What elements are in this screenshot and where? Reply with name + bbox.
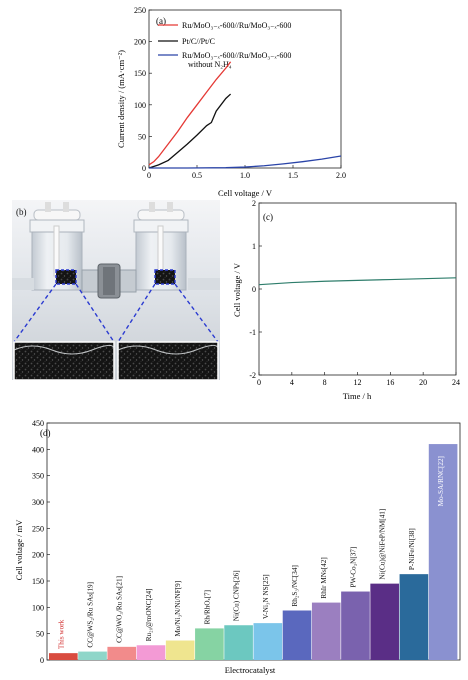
panel-d-bar (399, 574, 429, 660)
panel-c-frame (258, 202, 457, 376)
panel-a-ytick-label: 200 (134, 38, 146, 47)
panel-c-xtick-label: 8 (323, 378, 327, 387)
panel-d-bar (49, 653, 78, 660)
panel-d-bar-label: P-NiFe/Ni[38] (408, 528, 416, 570)
panel-c-xtick-label: 20 (419, 378, 427, 387)
panel-d-ytick-label: 150 (32, 577, 44, 586)
panel-d-bar-label: Rh/RhOₓ[7] (203, 590, 211, 624)
panel-d-bar (311, 602, 341, 660)
panel-d-bar (370, 583, 399, 660)
panel-a-ylabel: Current density / (mA·cm⁻²) (116, 50, 126, 148)
panel-d-bar (428, 444, 458, 660)
panel-a-legend-entry: Ru/MoO₃₋ₓ-600//Ru/MoO₃₋ₓ-600 without N₂H₄ (182, 51, 291, 69)
panel-d-bar-label: RhIr MNs[42] (320, 557, 328, 598)
panel-a-xtick-label: 2.0 (336, 171, 346, 180)
panel-a-label: (a) (156, 16, 166, 26)
panel-c-xtick-label: 12 (354, 378, 362, 387)
panel-d-ytick-label: 0 (40, 656, 44, 665)
panel-c-xtick-label: 16 (386, 378, 394, 387)
panel-d-bar-label: Mo/Ni₃N/Ni/NF[9] (174, 581, 182, 637)
panel-d-ytick-label: 50 (36, 630, 44, 639)
panel-d-ylabel: Cell voltage / mV (14, 519, 24, 581)
panel-a-ytick-label: 250 (134, 6, 146, 15)
panel-d-bar (78, 651, 107, 660)
panel-d-bar (107, 646, 137, 660)
panel-d-ytick-label: 450 (32, 419, 44, 428)
panel-d-bar-label: CC@WO₃/Ru SAs[21] (116, 576, 124, 643)
panel-c-label: (c) (263, 212, 273, 222)
panel-d-label: (d) (40, 428, 51, 438)
panel-c-xtick-label: 24 (452, 378, 460, 387)
panel-d-ytick-label: 100 (32, 603, 44, 612)
panel-d-chart: (d) Cell voltage / mV Electrocatalyst 0 5… (14, 419, 461, 675)
panel-d-bar-label: Rh₂S₃/NC[34] (291, 565, 299, 606)
panel-d-ytick-label: 250 (32, 524, 44, 533)
panel-c-ylabel: Cell voltage / V (232, 262, 242, 317)
panel-c-xtick-label: 0 (257, 378, 261, 387)
panel-a-series-line (148, 93, 232, 169)
panel-a-ytick-label: 0 (142, 164, 146, 173)
panel-d-bar (253, 623, 283, 660)
panel-d-bar-label: This work (57, 619, 65, 649)
panel-a-legend-entry: Ru/MoO₃₋ₓ-600//Ru/MoO₃₋ₓ-600 (182, 21, 291, 30)
panel-b-label: (b) (16, 207, 27, 217)
panel-d-bar (282, 610, 312, 660)
panel-b-photo: (b) (12, 200, 220, 380)
panel-a-xtick-label: 1.5 (288, 171, 298, 180)
panel-d-bar (195, 628, 224, 660)
panel-d-bar-label: Ni(Cu)@NiFeP/NM[41] (379, 509, 387, 580)
panel-a-series-line (149, 155, 342, 169)
panel-c-ytick-label: -2 (249, 371, 256, 380)
panel-a-xlabel: Cell voltage / V (218, 188, 273, 198)
panel-a-xtick-label: 1.0 (240, 171, 250, 180)
panel-d-bar-label: CC@WS₂/Ru SAs[19] (87, 582, 95, 648)
panel-a-legend: Ru/MoO₃₋ₓ-600//Ru/MoO₃₋ₓ-600 Pt/C//Pt/C Ru… (158, 21, 291, 69)
panel-d-ytick-label: 200 (32, 551, 44, 560)
panel-a-xtick-label: 0 (147, 171, 151, 180)
panel-a-legend-entry: Pt/C//Pt/C (182, 37, 215, 46)
panel-c-ytick-label: 2 (252, 199, 256, 208)
panel-d-bar-label: PW-Co₃N[37] (349, 547, 357, 588)
panel-a-frame (148, 9, 342, 169)
panel-d-bar-label: Ni(Cu) CNPs[26] (233, 570, 241, 621)
panel-d-bar (224, 625, 253, 660)
panel-c-chart: (c) Cell voltage / V Time / h 0 4 8 12 16 20 2… (232, 199, 460, 401)
panel-d-bar (136, 645, 166, 660)
panel-d-bar-label: Ru₂₀@mONC[24] (145, 588, 153, 641)
panel-c-ytick-label: -1 (249, 328, 256, 337)
panel-a-ytick-label: 50 (138, 132, 146, 141)
panel-d-bar-label: V-Ni₃N NS[25] (262, 574, 270, 619)
panel-a-xtick-label: 0.5 (192, 171, 202, 180)
panel-a-series-line (148, 61, 232, 166)
panel-c-series-line (258, 277, 457, 286)
panel-c-xlabel: Time / h (343, 391, 372, 401)
panel-d-xlabel: Electrocatalyst (225, 665, 276, 675)
panel-d-ytick-label: 400 (32, 445, 44, 454)
panel-a-ytick-label: 100 (134, 101, 146, 110)
panel-d-bar-label: Mo-SA/RNC[22] (437, 456, 445, 506)
panel-d-ytick-label: 350 (32, 472, 44, 481)
panel-d-ytick-label: 300 (32, 498, 44, 507)
panel-a-ytick-label: 150 (134, 69, 146, 78)
panel-a-chart: (a) Current density / (mA·cm⁻²) Cell vol… (116, 6, 346, 198)
panel-d-bar (341, 591, 370, 660)
panel-c-xtick-label: 4 (290, 378, 294, 387)
panel-c-ytick-label: 0 (252, 285, 256, 294)
panel-c-ytick-label: 1 (252, 242, 256, 251)
panel-d-bar (165, 640, 195, 660)
